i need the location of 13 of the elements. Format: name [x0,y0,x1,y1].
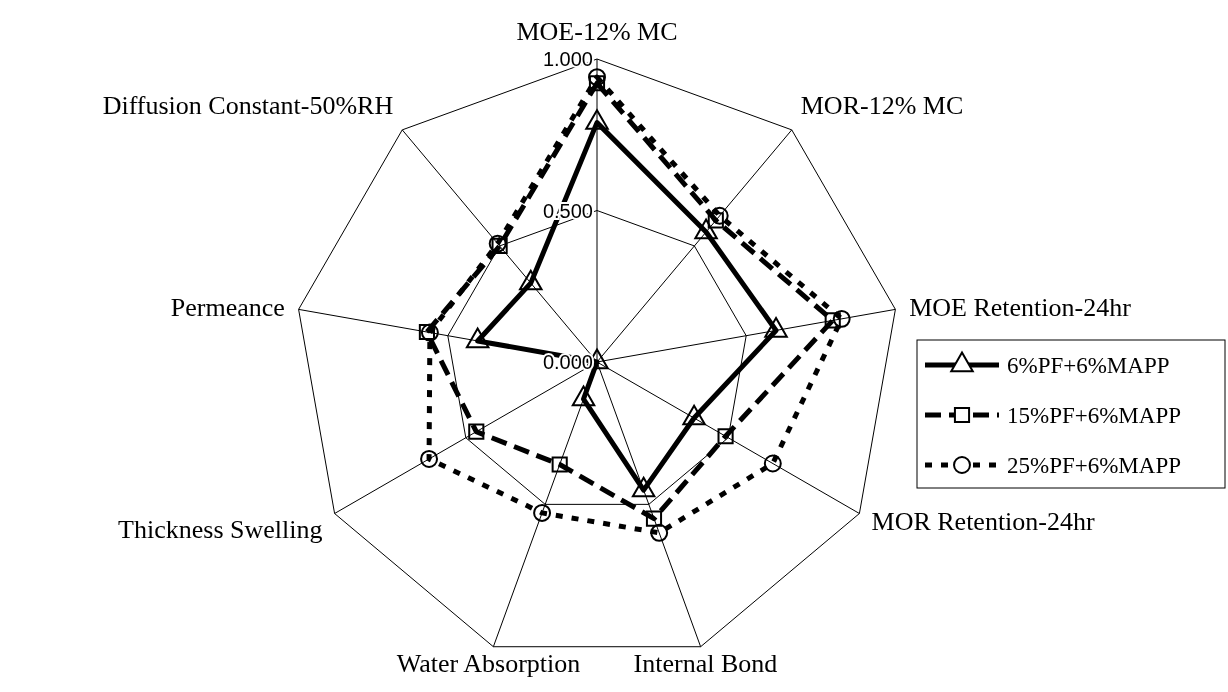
spoke-label: MOE Retention-24hr [909,293,1132,323]
y-tick-label: 1.000 [542,48,593,70]
spoke-label: Permeance [170,293,285,323]
spoke-label: Diffusion Constant-50%RH [102,90,394,120]
spoke-label: MOR-12% MC [800,90,964,120]
spoke-label: MOE-12% MC [516,16,678,46]
legend-label: 25%PF+6%MAPP [1007,453,1182,479]
legend-label: 6%PF+6%MAPP [1007,353,1170,379]
spoke-label: MOR Retention-24hr [871,506,1096,536]
legend-label: 15%PF+6%MAPP [1007,403,1182,429]
spoke-label: Thickness Swelling [118,514,323,544]
spoke-label: Water Absorption [396,649,581,679]
spoke-label: Internal Bond [633,649,778,679]
